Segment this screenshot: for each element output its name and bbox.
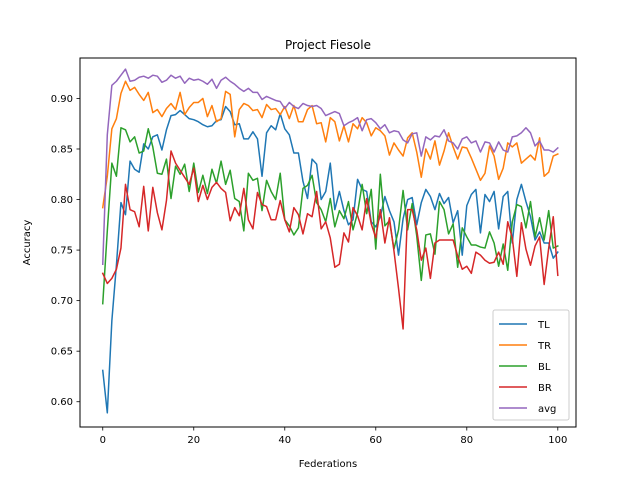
x-axis-label: Federations xyxy=(299,459,357,470)
legend: TL TR BL BR avg xyxy=(492,309,570,421)
series-line-bl xyxy=(101,127,559,305)
series-line-br xyxy=(101,150,559,330)
legend-label-tl: TL xyxy=(537,320,550,331)
y-tick-label: 0.60 xyxy=(51,397,73,408)
series-line-avg xyxy=(101,68,559,266)
y-tick-label: 0.70 xyxy=(51,296,73,307)
legend-label-tr: TR xyxy=(537,341,551,352)
y-tick-label: 0.80 xyxy=(51,195,73,206)
legend-label-bl: BL xyxy=(538,362,551,373)
x-tick-label: 60 xyxy=(369,435,382,446)
x-axis: 0 20 40 60 80 100 xyxy=(100,427,567,446)
axes-frame xyxy=(79,57,577,428)
y-tick-label: 0.85 xyxy=(51,144,73,155)
x-tick-label: 40 xyxy=(278,435,291,446)
y-axis-label: Accuracy xyxy=(22,220,33,266)
x-tick-label: 80 xyxy=(460,435,473,446)
legend-label-br: BR xyxy=(538,383,552,394)
series-line-tl xyxy=(101,105,559,414)
plot-lines xyxy=(101,68,559,414)
chart-title: Project Fiesole xyxy=(285,38,371,52)
y-tick-label: 0.65 xyxy=(51,347,73,358)
x-tick-label: 20 xyxy=(187,435,200,446)
legend-box xyxy=(492,309,570,421)
y-axis: 0.60 0.65 0.70 0.75 0.80 0.85 0.90 xyxy=(51,94,80,408)
series-line-tr xyxy=(101,80,559,209)
x-tick-label: 0 xyxy=(100,435,106,446)
legend-label-avg: avg xyxy=(538,404,556,415)
legend-entries: TL TR BL BR avg xyxy=(499,320,556,415)
x-tick-label: 100 xyxy=(548,435,567,446)
y-tick-label: 0.75 xyxy=(51,246,73,257)
y-tick-label: 0.90 xyxy=(51,94,73,105)
